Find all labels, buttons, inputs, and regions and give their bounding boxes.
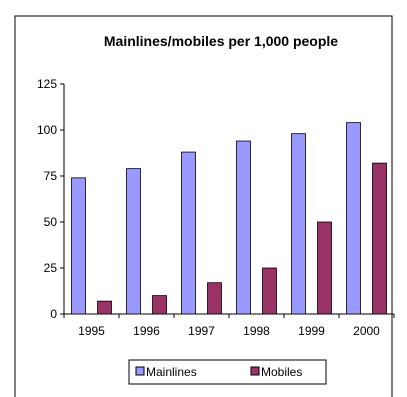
bar-mobiles-1998 [262,267,277,315]
bar-mainlines-2000 [346,122,361,315]
chart-title: Mainlines/mobiles per 1,000 people [104,33,338,49]
y-tick-label: 100 [37,123,57,137]
legend-box [128,359,327,385]
bar-mobiles-1995 [97,300,112,315]
y-tick-label: 0 [50,307,57,321]
y-tick-label: 50 [44,215,58,229]
legend-label-mainlines: Mainlines [146,365,197,379]
x-tick-label: 1995 [78,324,105,338]
bars [71,122,387,315]
bar-mobiles-1997 [207,282,222,315]
x-tick-label: 1998 [243,324,270,338]
x-tick-label: 1996 [133,324,160,338]
y-axis: 0 25 50 75 100 125 [37,77,65,321]
bar-mobiles-1996 [152,295,167,315]
y-tick-label: 75 [44,169,58,183]
legend-label-mobiles: Mobiles [261,365,302,379]
x-tick-label: 1997 [188,324,215,338]
bar-mainlines-1999 [291,133,306,315]
chart-border [14,15,393,397]
x-tick-label: 2000 [353,324,380,338]
legend: Mainlines Mobiles [128,359,327,385]
bar-mainlines-1996 [126,168,141,315]
bar-mainlines-1995 [71,177,86,315]
legend-swatch-mobiles [250,366,260,376]
bar-mobiles-2000 [372,162,387,315]
y-tick-label: 125 [37,77,57,91]
bar-mobiles-1999 [317,221,332,315]
y-tick-label: 25 [44,261,58,275]
x-tick-label: 1999 [298,324,325,338]
bar-mainlines-1998 [236,140,251,315]
legend-swatch-mainlines [135,366,145,376]
x-axis: 1995 1996 1997 1998 1999 2000 [63,313,395,338]
bar-mainlines-1997 [181,151,196,315]
